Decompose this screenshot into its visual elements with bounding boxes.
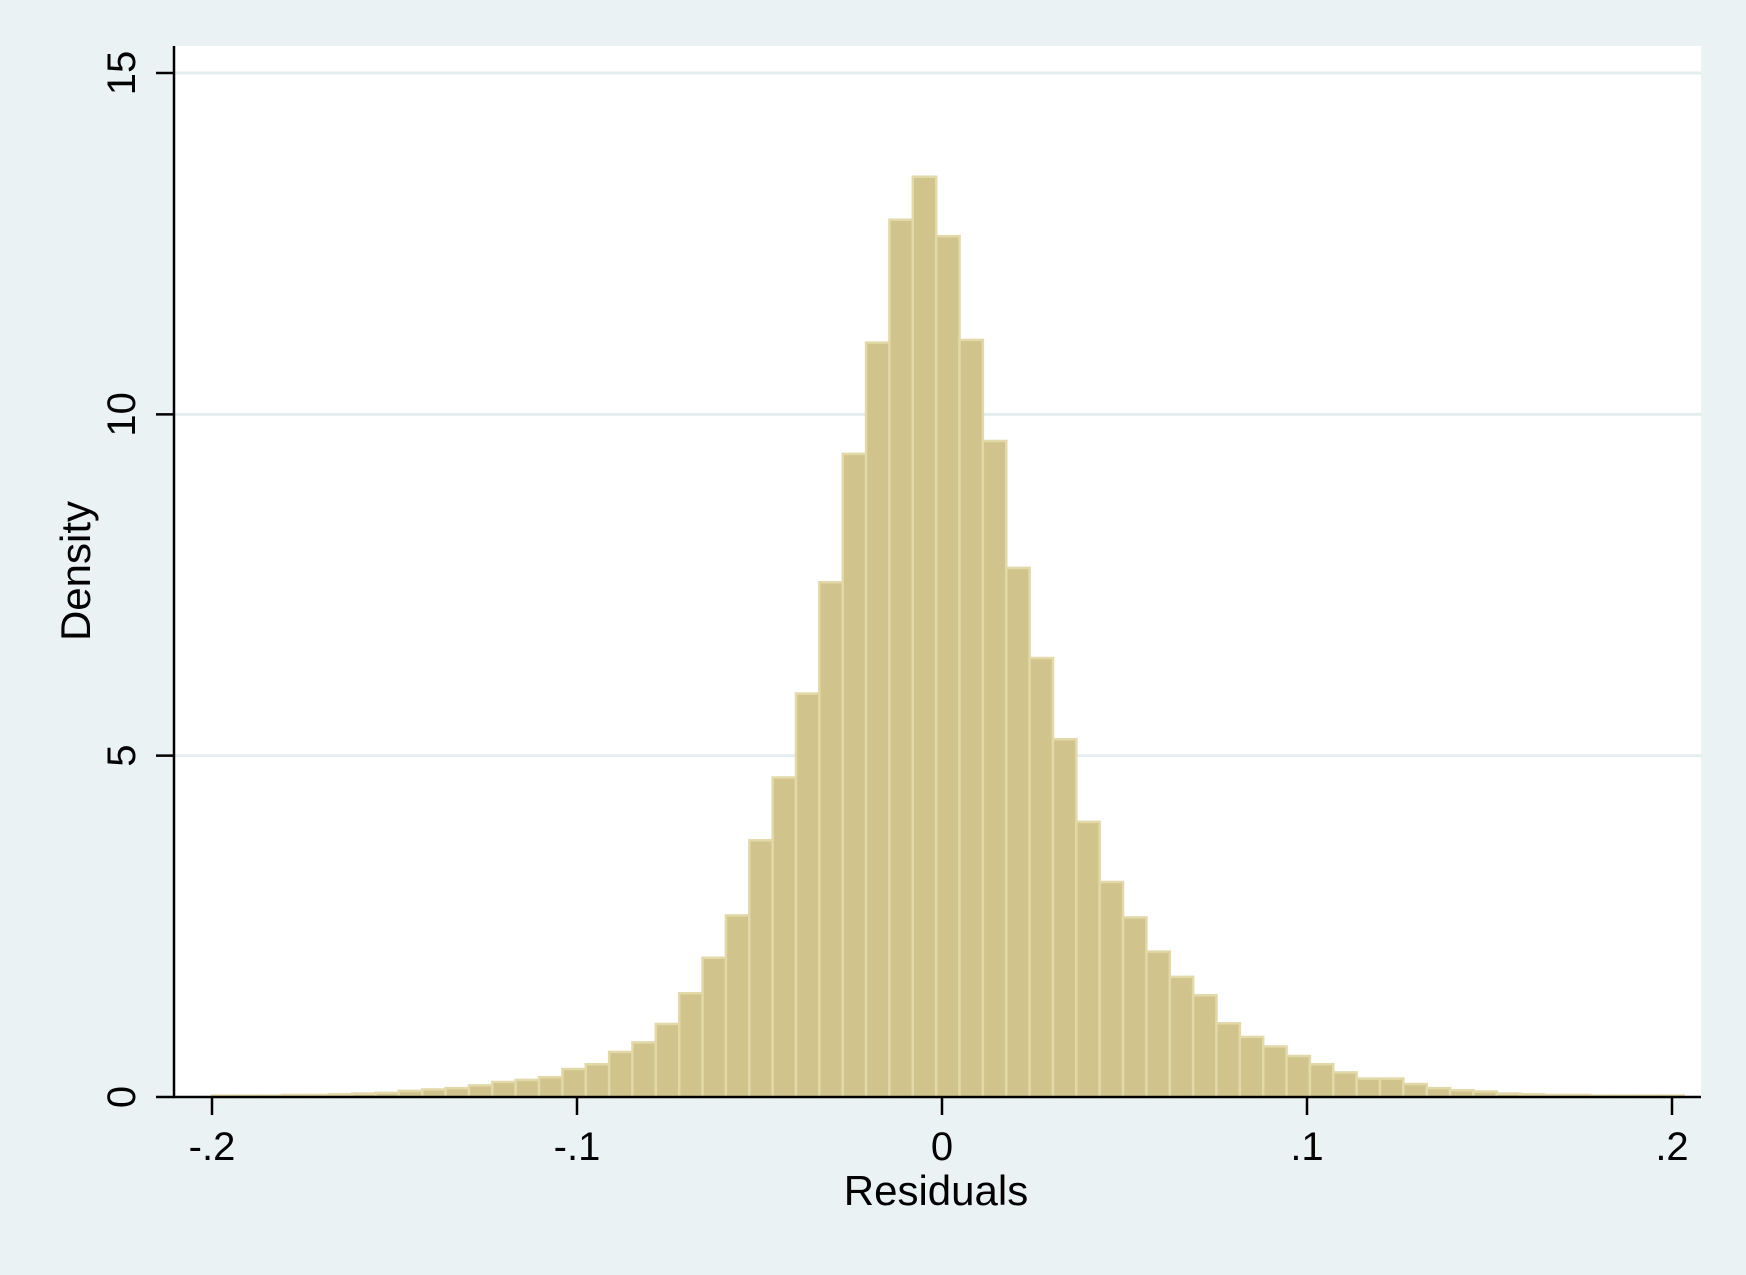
histogram-bar — [701, 956, 728, 1099]
histogram-bar — [841, 452, 868, 1099]
histogram-bar — [748, 839, 774, 1099]
histogram-bar — [1028, 656, 1055, 1099]
x-axis-title: Residuals — [844, 1167, 1028, 1214]
axis-layer: 0 5 10 15 -.2 -.1 0 .1 .2 — [100, 46, 1701, 1169]
x-tick-label: .2 — [1655, 1125, 1688, 1169]
histogram-bar — [444, 1086, 471, 1099]
histogram-bar — [467, 1084, 494, 1099]
x-tick-label: 0 — [931, 1125, 953, 1169]
histogram-bar — [1098, 880, 1125, 1099]
histogram-bar — [1145, 950, 1172, 1099]
histogram-bar — [1285, 1054, 1312, 1099]
histogram-bar — [1261, 1045, 1288, 1099]
bar-layer — [210, 175, 1685, 1099]
histogram-bar — [1215, 1022, 1242, 1099]
histogram-bar — [981, 439, 1008, 1099]
histogram-bar — [491, 1080, 517, 1099]
histogram-bar — [1425, 1086, 1452, 1099]
y-axis-title: Density — [52, 501, 99, 641]
histogram-bar — [771, 776, 798, 1099]
histogram-bar — [607, 1050, 634, 1099]
histogram-bar — [584, 1062, 611, 1099]
histogram-bar — [537, 1075, 564, 1099]
histogram-bar — [654, 1022, 681, 1099]
y-tick-label: 15 — [100, 51, 144, 96]
histogram-bar — [911, 175, 938, 1099]
histogram-bar — [1191, 994, 1218, 1099]
histogram-bar — [794, 692, 821, 1099]
histogram-bar — [631, 1041, 658, 1099]
histogram-bar — [1168, 975, 1195, 1099]
histogram-bar — [561, 1067, 588, 1099]
y-tick-label: 10 — [100, 392, 144, 437]
x-tick-label: .1 — [1290, 1125, 1323, 1169]
histogram-bar — [1121, 916, 1148, 1099]
histogram-bar — [1378, 1077, 1405, 1099]
histogram-bar — [958, 338, 985, 1099]
histogram-bar — [677, 991, 704, 1099]
x-tick-label: -.1 — [554, 1125, 601, 1169]
histogram-bar — [818, 581, 844, 1099]
y-tick-label: 5 — [100, 745, 144, 767]
histogram-bar — [888, 218, 915, 1099]
histogram-bar — [864, 341, 891, 1099]
histogram-bar — [1355, 1077, 1382, 1099]
histogram-bar — [1332, 1071, 1358, 1099]
histogram-bar — [1051, 738, 1078, 1099]
histogram-bar — [1402, 1082, 1428, 1099]
histogram-bar — [514, 1078, 541, 1099]
histogram-bar — [1308, 1062, 1335, 1099]
x-tick-label: -.2 — [189, 1125, 236, 1169]
histogram-bar — [1075, 820, 1101, 1099]
histogram-bar — [1238, 1035, 1265, 1099]
y-tick-label: 0 — [100, 1086, 144, 1108]
histogram-bar — [1004, 566, 1031, 1099]
histogram-bar — [724, 914, 751, 1099]
histogram-bar — [934, 234, 961, 1099]
